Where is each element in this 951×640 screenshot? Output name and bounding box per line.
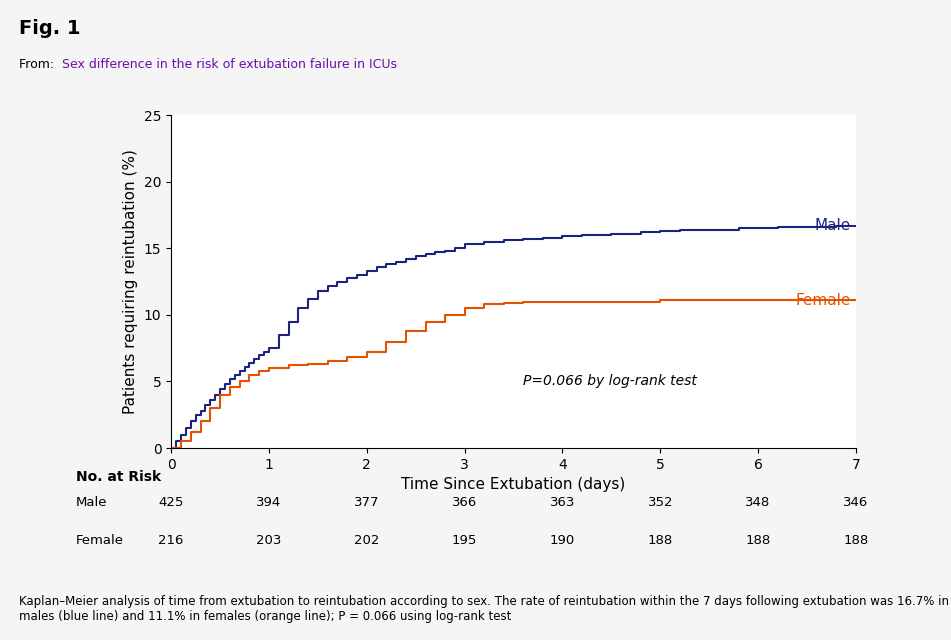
- Text: 203: 203: [257, 534, 281, 547]
- Text: 394: 394: [257, 496, 281, 509]
- Text: 346: 346: [844, 496, 868, 509]
- Text: From:: From:: [19, 58, 58, 70]
- Text: Female: Female: [796, 292, 851, 308]
- Text: 363: 363: [550, 496, 575, 509]
- Text: Male: Male: [76, 496, 107, 509]
- Text: 188: 188: [648, 534, 673, 547]
- Text: No. at Risk: No. at Risk: [76, 470, 162, 484]
- Text: Male: Male: [815, 218, 851, 233]
- Text: 188: 188: [844, 534, 868, 547]
- Text: Kaplan–Meier analysis of time from extubation to reintubation according to sex. : Kaplan–Meier analysis of time from extub…: [19, 595, 949, 623]
- Text: 352: 352: [648, 496, 673, 509]
- Text: Female: Female: [76, 534, 124, 547]
- Text: 188: 188: [746, 534, 770, 547]
- Text: 202: 202: [354, 534, 379, 547]
- Text: 190: 190: [550, 534, 575, 547]
- X-axis label: Time Since Extubation (days): Time Since Extubation (days): [401, 477, 626, 492]
- Text: 425: 425: [159, 496, 184, 509]
- Text: 348: 348: [746, 496, 770, 509]
- Text: P=0.066 by log-rank test: P=0.066 by log-rank test: [523, 374, 697, 388]
- Y-axis label: Patients requiring reintubation (%): Patients requiring reintubation (%): [124, 149, 138, 414]
- Text: Sex difference in the risk of extubation failure in ICUs: Sex difference in the risk of extubation…: [62, 58, 397, 70]
- Text: 366: 366: [452, 496, 477, 509]
- Text: 377: 377: [354, 496, 379, 509]
- Text: 216: 216: [159, 534, 184, 547]
- Text: Fig. 1: Fig. 1: [19, 19, 81, 38]
- Text: 195: 195: [452, 534, 477, 547]
